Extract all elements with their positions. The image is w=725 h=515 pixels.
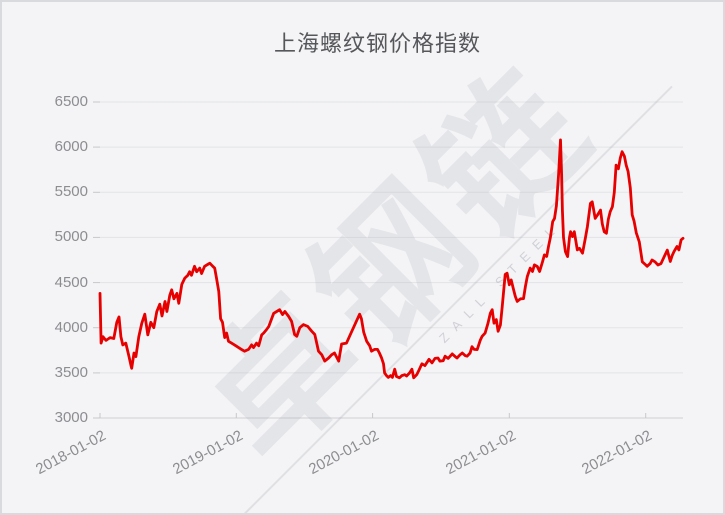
- y-tick-label: 6500: [54, 93, 88, 110]
- chart-title: 上海螺纹钢价格指数: [273, 31, 481, 56]
- y-tick-label: 5000: [54, 228, 88, 246]
- y-tick-label: 4000: [54, 318, 88, 336]
- y-tick-label: 3000: [54, 409, 88, 426]
- y-tick-label: 3500: [54, 363, 88, 381]
- price-series-line[interactable]: [98, 138, 685, 380]
- y-tick-label: 5500: [54, 183, 88, 201]
- y-tick-label: 6000: [54, 138, 88, 156]
- y-tick-label: 4500: [54, 273, 88, 291]
